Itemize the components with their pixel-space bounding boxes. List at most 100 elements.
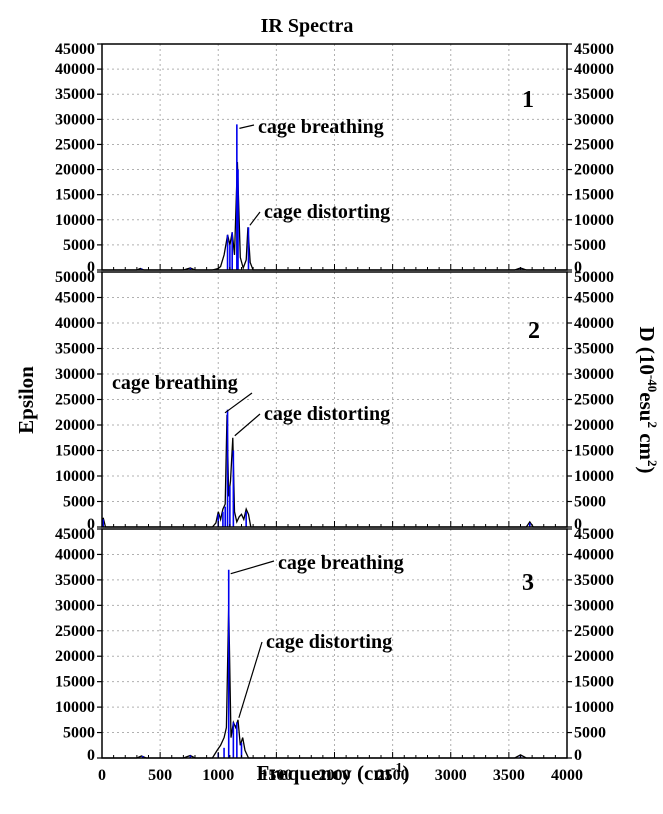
y-axis-title-right-part: 2 (645, 460, 660, 467)
y-tick-label-left: 20000 (55, 648, 95, 665)
y-tick-label-right: 30000 (574, 366, 614, 383)
y-tick-label-right: 20000 (574, 417, 614, 434)
y-tick-label-right: 5000 (574, 494, 606, 511)
panel-frame (101, 43, 568, 271)
y-tick-label-left: 0 (87, 516, 95, 533)
y-tick-label-right: 35000 (574, 572, 614, 589)
y-tick-label-left: 45000 (55, 290, 95, 307)
y-tick-label-left: 25000 (55, 392, 95, 409)
spectrum-envelope-line (101, 414, 567, 528)
y-tick-label-left: 35000 (55, 341, 95, 358)
y-tick-label-right: 30000 (574, 111, 614, 128)
y-tick-label-right: 45000 (574, 41, 614, 58)
panel-2: 0 0 5000 5000 10000 10000 15000 15000 20000 20000… (55, 269, 614, 533)
y-tick-label-right: 5000 (574, 725, 606, 742)
y-tick-label-right: 40000 (574, 315, 614, 332)
panel-1: 0 0 5000 5000 10000 10000 15000 15000 20000 20000… (55, 41, 614, 276)
annotation-label: cage breathing (258, 116, 384, 138)
y-tick-label-right: 35000 (574, 86, 614, 103)
y-tick-label-left: 25000 (55, 623, 95, 640)
x-tick-label: 2500 (377, 767, 409, 784)
y-tick-label-right: 25000 (574, 392, 614, 409)
y-tick-label-left: 10000 (55, 468, 95, 485)
x-tick-label: 4000 (551, 767, 583, 784)
y-tick-label-left: 40000 (55, 61, 95, 78)
y-axis-title-right-part: -40 (645, 375, 660, 392)
x-tick-label: 3500 (493, 767, 525, 784)
y-tick-label-right: 45000 (574, 526, 614, 543)
y-tick-label-right: 45000 (574, 290, 614, 307)
y-tick-label-right: 20000 (574, 648, 614, 665)
annotation-leader-line (224, 392, 253, 414)
y-tick-label-left: 30000 (55, 111, 95, 128)
y-axis-title-right-part: D (10 (635, 326, 659, 374)
y-tick-label-left: 20000 (55, 417, 95, 434)
annotation-leader-line (230, 560, 275, 575)
y-tick-label-left: 5000 (63, 237, 95, 254)
y-tick-label-left: 45000 (55, 41, 95, 58)
x-axis-title: Frequency (cm-1) (257, 761, 410, 785)
y-tick-label-right: 0 (574, 259, 582, 276)
x-tick-label: 0 (98, 767, 106, 784)
y-tick-label-left: 35000 (55, 572, 95, 589)
x-axis-title-sup: -1 (391, 761, 403, 776)
figure-title: IR Spectra (261, 15, 354, 37)
y-axis-title-right-part: cm (635, 428, 659, 461)
annotation-label: cage breathing (112, 372, 238, 394)
y-tick-label-right: 15000 (574, 674, 614, 691)
annotation-label: cage distorting (266, 631, 392, 653)
y-tick-label-right: 30000 (574, 597, 614, 614)
y-tick-label-left: 50000 (55, 269, 95, 286)
y-tick-label-left: 15000 (55, 443, 95, 460)
y-tick-label-right: 40000 (574, 546, 614, 563)
x-tick-label: 1500 (260, 767, 292, 784)
panel-number-label: 3 (522, 570, 534, 596)
y-tick-label-left: 30000 (55, 597, 95, 614)
x-tick-label: 1000 (202, 767, 234, 784)
y-tick-label-left: 15000 (55, 187, 95, 204)
y-axis-title-right: D (10-40esu2 cm2) (635, 326, 660, 473)
y-tick-label-right: 20000 (574, 162, 614, 179)
y-tick-label-left: 5000 (63, 725, 95, 742)
y-tick-label-left: 40000 (55, 546, 95, 563)
y-axis-title-right-part: esu (635, 392, 659, 421)
x-tick-label: 2000 (319, 767, 351, 784)
y-tick-label-right: 10000 (574, 212, 614, 229)
y-tick-label-right: 10000 (574, 699, 614, 716)
y-tick-label-right: 40000 (574, 61, 614, 78)
annotation-leader-line (238, 641, 263, 719)
y-tick-label-right: 50000 (574, 269, 614, 286)
y-axis-title-right-part: 2 (645, 421, 660, 428)
y-tick-label-left: 10000 (55, 212, 95, 229)
annotation-label: cage breathing (278, 552, 404, 574)
y-tick-label-left: 25000 (55, 136, 95, 153)
annotation-label: cage distorting (264, 201, 390, 223)
y-tick-label-left: 0 (87, 747, 95, 764)
y-axis-title-right-part: ) (635, 467, 659, 474)
x-axis-title-main: Frequency (cm (257, 761, 392, 785)
y-tick-label-right: 25000 (574, 136, 614, 153)
x-axis-title-close: ) (403, 761, 410, 785)
y-axis-title-left: Epsilon (14, 366, 38, 434)
x-tick-label: 3000 (435, 767, 467, 784)
y-tick-label-right: 10000 (574, 468, 614, 485)
x-tick-label: 500 (148, 767, 172, 784)
y-tick-label-left: 20000 (55, 162, 95, 179)
annotation-leader-line (249, 211, 261, 226)
panel-number-label: 1 (522, 87, 534, 113)
y-tick-label-left: 35000 (55, 86, 95, 103)
y-tick-label-left: 0 (87, 259, 95, 276)
y-tick-label-right: 15000 (574, 187, 614, 204)
y-tick-label-right: 15000 (574, 443, 614, 460)
y-tick-label-right: 5000 (574, 237, 606, 254)
y-tick-label-left: 10000 (55, 699, 95, 716)
y-tick-label-right: 0 (574, 747, 582, 764)
y-tick-label-right: 25000 (574, 623, 614, 640)
y-tick-label-left: 15000 (55, 674, 95, 691)
y-tick-label-left: 45000 (55, 526, 95, 543)
annotation-label: cage distorting (264, 403, 390, 425)
annotation-leader-line (234, 413, 261, 437)
